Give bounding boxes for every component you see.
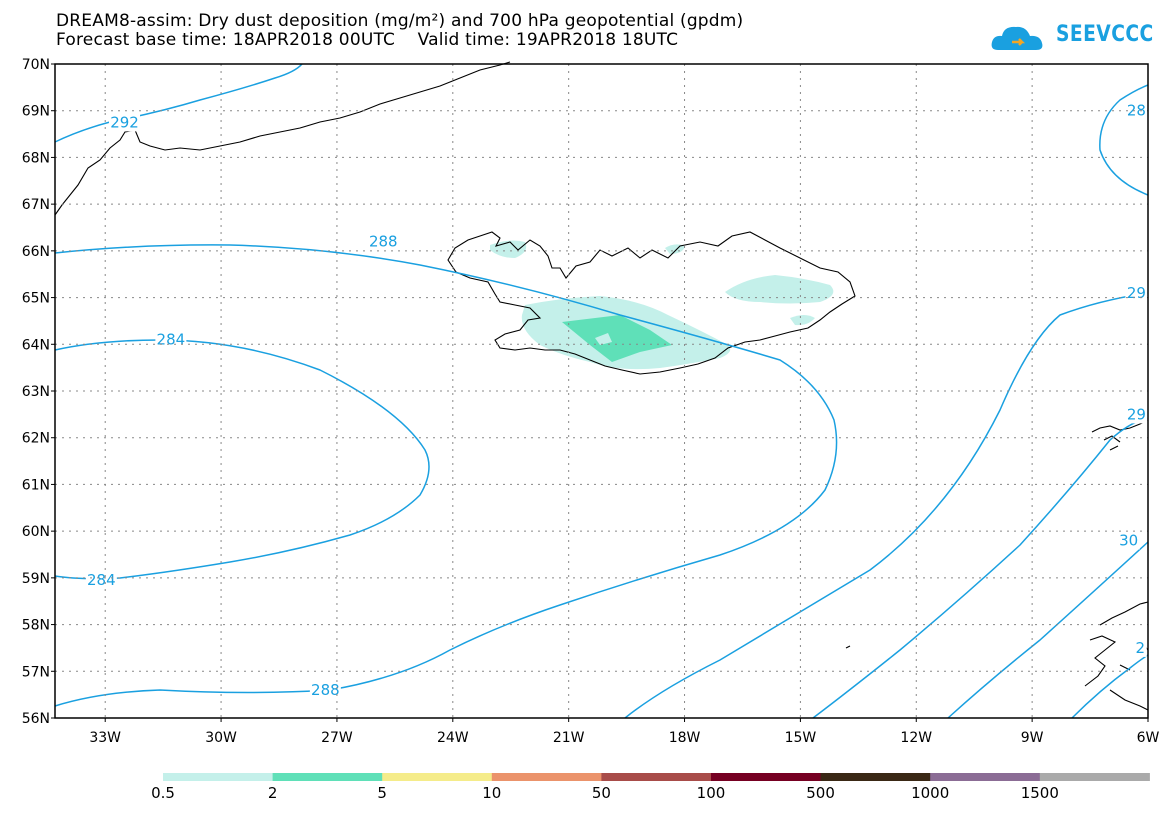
forecast-base-time: Forecast base time: 18APR2018 00UTC: [56, 30, 396, 50]
contour-288-north: [54, 244, 838, 707]
longitude-labels: 33W 30W 27W 24W 21W 18W 15W 12W 9W 6W: [89, 718, 1160, 746]
contour-label: 30: [1119, 531, 1138, 549]
contour-east-4: [1071, 654, 1149, 719]
latitude-label: 56N: [22, 711, 50, 727]
iceland-coast: [447, 231, 856, 375]
valid-time: Valid time: 19APR2018 18UTC: [417, 30, 679, 50]
latitude-label: 66N: [22, 244, 50, 260]
contour-label-background: [155, 330, 187, 349]
logo-text: SEEVCCC: [1056, 22, 1154, 47]
latitude-label: 65N: [22, 291, 50, 307]
contour-label: 284: [157, 331, 186, 349]
gridlines: [55, 64, 1148, 718]
jan-mayen: [845, 645, 851, 649]
dust-area-medium: [562, 315, 672, 362]
latitude-label: 69N: [22, 104, 50, 120]
geopotential-contours: [54, 63, 1149, 719]
greenland-coast: [54, 61, 511, 216]
contour-label: 288: [369, 233, 398, 251]
contour-284: [54, 339, 430, 580]
latitude-label: 59N: [22, 571, 50, 587]
latitude-label: 67N: [22, 197, 50, 213]
dust-area-light-n: [665, 244, 685, 254]
legend-swatch: [820, 773, 931, 781]
legend-label: 1500: [1021, 784, 1059, 802]
legend-swatch: [930, 773, 1041, 781]
contour-label-background: [367, 232, 399, 251]
longitude-label: 33W: [89, 730, 121, 746]
contour-label-background: [85, 571, 117, 590]
legend-label: 1000: [911, 784, 949, 802]
legend-swatch: [601, 773, 712, 781]
latitude-label: 68N: [22, 150, 50, 166]
dust-area-light-east: [725, 275, 834, 304]
latitude-label: 63N: [22, 384, 50, 400]
dust-area-light-nw: [490, 240, 527, 258]
longitude-label: 12W: [900, 730, 932, 746]
contour-label: 288: [311, 681, 340, 699]
latitude-label: 57N: [22, 664, 50, 680]
longitude-label: 9W: [1021, 730, 1044, 746]
dust-area-light-se: [790, 315, 815, 326]
color-legend: 0.5 2 5 10 50 100 500 1000 1500: [151, 773, 1150, 802]
faroe-coast: [1091, 419, 1149, 451]
contour-label-background: [309, 680, 341, 699]
contour-label: 2: [1136, 639, 1146, 657]
legend-label: 5: [377, 784, 387, 802]
longitude-label: 27W: [321, 730, 353, 746]
cloud-arrow-icon: [991, 26, 1043, 50]
dust-hole: [595, 333, 612, 345]
latitude-label: 60N: [22, 524, 50, 540]
contour-east-1: [624, 292, 1149, 719]
legend-swatch: [711, 773, 822, 781]
latitude-labels: 70N 69N 68N 67N 66N 65N 64N 63N 62N 61N 60N 59N 58N 5…: [22, 57, 55, 727]
dust-deposition-field: [490, 240, 834, 370]
longitude-label: 24W: [437, 730, 469, 746]
contour-label-background: [1133, 638, 1147, 657]
longitude-label: 18W: [669, 730, 701, 746]
contour-label: 29: [1127, 405, 1146, 423]
contour-label: 29: [1127, 284, 1146, 302]
latitude-label: 58N: [22, 618, 50, 634]
longitude-label: 21W: [553, 730, 585, 746]
legend-label: 0.5: [151, 784, 175, 802]
latitude-label: 70N: [22, 57, 50, 73]
contour-labels: 292 288 284 284 288 28 29 29 30 2: [85, 101, 1148, 699]
scotland-coast: [1084, 601, 1149, 711]
legend-swatch: [272, 773, 383, 781]
contour-label-background: [1117, 531, 1140, 550]
latitude-label: 64N: [22, 337, 50, 353]
legend-label: 100: [697, 784, 726, 802]
contour-label: 28: [1127, 102, 1146, 120]
latitude-label: 61N: [22, 477, 50, 493]
legend-swatch: [382, 773, 493, 781]
legend-swatch: [163, 773, 274, 781]
legend-label: 500: [806, 784, 835, 802]
legend-label: 50: [592, 784, 611, 802]
contour-292: [54, 63, 303, 143]
latitude-label: 62N: [22, 431, 50, 447]
contour-label-background: [1125, 405, 1148, 424]
contour-label: 284: [87, 571, 116, 589]
contour-label-background: [109, 113, 141, 132]
legend-swatch: [1039, 773, 1150, 781]
time-info: Forecast base time: 18APR2018 00UTC Vali…: [56, 31, 678, 49]
legend-label: 2: [268, 784, 278, 802]
contour-ne: [1099, 84, 1149, 196]
contour-label-background: [1125, 101, 1148, 120]
longitude-label: 6W: [1137, 730, 1160, 746]
map-title: DREAM8-assim: Dry dust deposition (mg/m²…: [56, 11, 744, 31]
contour-east-2: [812, 417, 1149, 719]
contour-label: 292: [110, 113, 139, 131]
legend-label: 10: [482, 784, 501, 802]
legend-swatch: [491, 773, 602, 781]
longitude-label: 15W: [785, 730, 817, 746]
contour-east-3: [947, 541, 1149, 719]
coastlines: [54, 61, 1149, 711]
longitude-label: 30W: [205, 730, 237, 746]
